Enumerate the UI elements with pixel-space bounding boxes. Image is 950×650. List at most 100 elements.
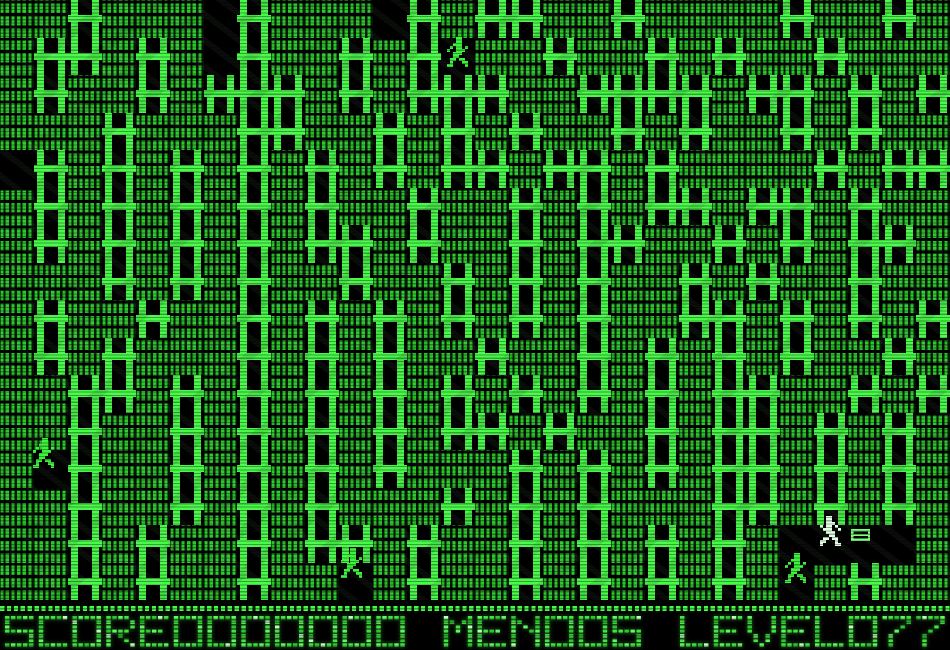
ladder-tile [101,187,136,225]
brick-tile [135,487,170,525]
brick-tile [441,225,475,263]
brick-tile [169,562,204,600]
brick-tile [135,375,170,413]
brick-tile [271,262,306,300]
brick-tile [814,187,849,225]
ladder-tile [712,487,747,525]
brick-tile [101,0,136,38]
ladder-tile [848,262,883,300]
brick-tile [814,75,849,113]
ladder-tile [508,262,543,300]
ladder-tile [746,450,781,488]
ladder-tile [848,375,883,413]
ladder-tile [237,525,272,563]
ladder-tile [678,300,713,338]
brick-tile [678,375,713,413]
ladder-tile [237,562,272,600]
brick-tile [135,112,170,150]
brick-tile [0,562,34,600]
brick-tile [203,300,238,338]
brick-tile [610,450,645,488]
brick-tile [203,487,238,525]
ladder-tile [780,337,815,375]
brick-tile [203,525,238,563]
ladder-tile [169,225,204,263]
brick-tile [678,450,713,488]
brick-tile [407,375,442,413]
brick-tile [746,562,781,600]
ladder-tile [305,412,340,450]
brick-tile [848,37,883,75]
brick-tile [508,150,543,188]
brick-tile [882,75,917,113]
brick-tile [305,0,340,38]
ladder-tile [712,412,747,450]
brick-tile [474,300,509,338]
ladder-tile [305,337,340,375]
brick-tile [916,0,950,38]
empty-tile [339,562,374,600]
ladder-tile [101,150,136,188]
brick-tile [135,450,170,488]
brick-tile [33,525,68,563]
ladder-tile [237,0,272,38]
ladder-tile [576,300,611,338]
ladder-tile [407,562,442,600]
ladder-tile [339,525,374,563]
ladder-tile [237,450,272,488]
brick-tile [712,75,747,113]
brick-tile [373,75,408,113]
brick-tile [780,450,815,488]
ladder-tile [610,112,645,150]
brick-tile [814,300,849,338]
brick-tile [916,187,950,225]
ladder-tile [542,412,577,450]
ladder-tile [135,75,170,113]
brick-tile [407,450,442,488]
brick-tile [339,112,374,150]
brick-tile [916,112,950,150]
ladder-tile [814,487,849,525]
brick-tile [644,225,679,263]
ladder-tile [644,375,679,413]
ladder-tile [508,525,543,563]
ladder-tile [339,225,374,263]
brick-tile [508,75,543,113]
ladder-tile [339,37,374,75]
ladder-tile [67,450,102,488]
brick-tile [101,562,136,600]
brick-tile [882,112,917,150]
brick-tile [644,0,679,38]
brick-tile [712,112,747,150]
ladder-tile [441,150,475,188]
ladder-tile [712,37,747,75]
ladder-tile [848,75,883,113]
ladder-tile [780,225,815,263]
brick-tile [848,337,883,375]
ladder-tile [746,375,781,413]
brick-tile [712,187,747,225]
brick-tile [814,375,849,413]
ladder-tile [780,75,815,113]
brick-tile [373,562,408,600]
brick-tile [916,262,950,300]
brick-tile [848,450,883,488]
brick-tile [780,412,815,450]
ladder-tile [373,412,408,450]
brick-tile [339,450,374,488]
brick-tile [203,562,238,600]
ladder-tile [271,112,306,150]
brick-tile [542,0,577,38]
ladder-tile [474,412,509,450]
brick-tile [373,37,408,75]
ladder-tile [508,562,543,600]
ladder-tile [644,412,679,450]
ladder-tile [712,300,747,338]
brick-tile [169,37,204,75]
ladder-tile [576,487,611,525]
ladder-tile [373,450,408,488]
empty-tile [814,525,849,563]
ladder-tile [508,487,543,525]
brick-tile [542,487,577,525]
